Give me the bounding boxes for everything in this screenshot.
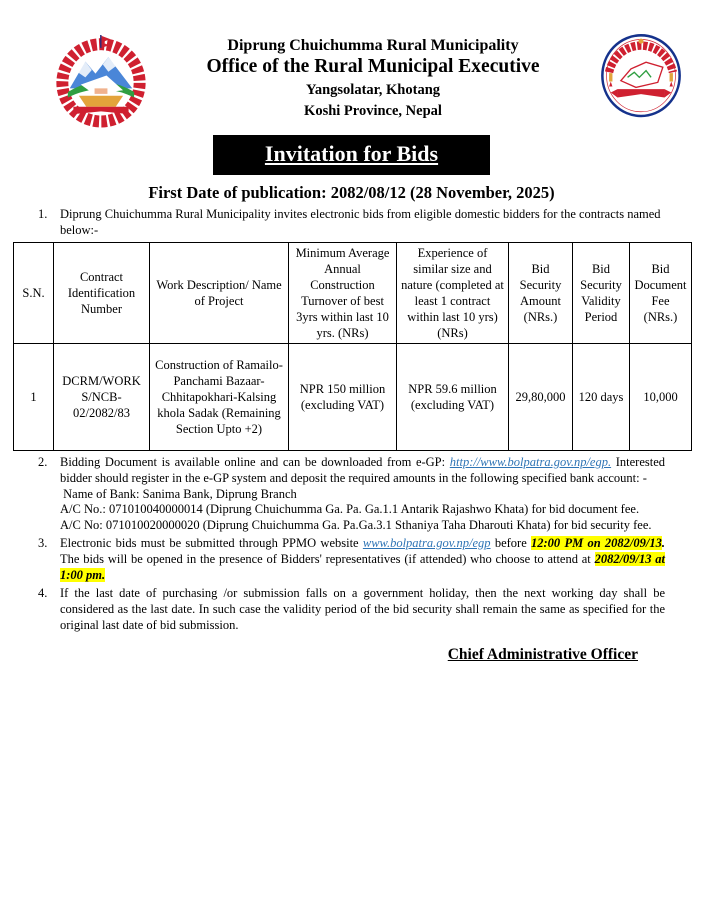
col-header-work-description: Work Description/ Name of Project — [149, 241, 289, 344]
account-line-2: A/C No: 071010020000020 (Diprung Chuichu… — [60, 518, 652, 533]
cell-validity-period: 120 days — [572, 342, 630, 451]
item-number: 1. — [38, 207, 48, 221]
cell-document-fee: 10,000 — [629, 342, 692, 451]
header-text-block: Diprung Chuichumma Rural Municipality Of… — [147, 33, 599, 122]
notice-item-4: 4. If the last date of purchasing /or su… — [38, 586, 665, 634]
col-header-sn: S.N. — [13, 241, 54, 344]
cell-contract-id: DCRM/WORK S/NCB- 02/2082/83 — [53, 342, 150, 451]
bids-table: S.N. Contract Identification Number Work… — [13, 241, 692, 451]
egp-download-link[interactable]: http://www.bolpatra.gov.np/egp. — [449, 454, 612, 469]
municipality-seal-icon — [599, 33, 683, 125]
invitation-title-banner: Invitation for Bids — [213, 135, 490, 175]
col-header-bid-security-amount: Bid Security Amount (NRs.) — [508, 241, 573, 344]
signatory-title: Chief Administrative Officer — [447, 646, 638, 664]
table-header-row: S.N. Contract Identification Number Work… — [13, 241, 692, 344]
notice-list-continued: 2. Bidding Document is available online … — [38, 455, 666, 634]
item-3-between: The bids will be opened in the presence … — [60, 552, 595, 566]
document-header: Diprung Chuichumma Rural Municipality Of… — [0, 0, 703, 129]
cell-sn: 1 — [13, 342, 54, 451]
publication-date-line: First Date of publication: 2082/08/12 (2… — [148, 183, 555, 202]
cell-turnover: NPR 150 million (excluding VAT) — [288, 342, 397, 451]
office-address: Yangsolatar, Khotang — [305, 81, 441, 98]
col-header-validity-period: Bid Security Validity Period — [572, 241, 630, 344]
deadline-period: . — [661, 536, 666, 551]
col-header-document-fee: Bid Document Fee (NRs.) — [629, 241, 692, 344]
item-number: 2. — [38, 454, 48, 469]
notice-item-2: 2. Bidding Document is available online … — [38, 455, 665, 534]
submission-deadline-highlight: 12:00 PM on 2082/09/13 — [531, 536, 662, 551]
item-2-after-link: Interested bidder should register in the… — [60, 454, 666, 485]
notice-item-3: 3. Electronic bids must be submitted thr… — [38, 536, 666, 584]
municipality-name: Diprung Chuichumma Rural Municipality — [227, 37, 519, 54]
ppmo-website-link[interactable]: www.bolpatra.gov.np/egp — [362, 536, 491, 551]
notice-item-1: 1. Diprung Chuichumma Rural Municipality… — [38, 207, 665, 239]
bank-name-line: Name of Bank: Sanima Bank, Diprung Branc… — [60, 486, 297, 501]
cell-experience: NPR 59.6 million (excluding VAT) — [396, 342, 509, 451]
col-header-turnover: Minimum Average Annual Construction Turn… — [288, 241, 397, 344]
signature-block: Chief Administrative Officer — [0, 646, 703, 664]
cell-bid-security-amount: 29,80,000 — [508, 342, 573, 451]
cell-work-description: Construction of Ramailo-Panchami Bazaar-… — [149, 342, 289, 451]
item-2-lead-paragraph: Bidding Document is available online and… — [60, 455, 665, 487]
nepal-government-emblem-icon — [55, 33, 147, 129]
item-number: 3. — [38, 536, 48, 551]
item-3-before-deadline: before — [490, 536, 532, 551]
invitation-title: Invitation for Bids — [264, 141, 439, 166]
table-data-row: 1 DCRM/WORK S/NCB- 02/2082/83 Constructi… — [13, 342, 692, 451]
item-4-text: If the last date of purchasing /or submi… — [60, 585, 665, 632]
item-1-text: Diprung Chuichumma Rural Municipality in… — [60, 207, 661, 237]
office-name: Office of the Rural Municipal Executive — [206, 56, 540, 78]
item-3-lead: Electronic bids must be submitted throug… — [60, 536, 363, 551]
col-header-contract-id: Contract Identification Number — [53, 241, 150, 344]
item-3-text: Electronic bids must be submitted throug… — [60, 536, 666, 584]
item-number: 4. — [38, 585, 48, 600]
col-header-experience: Experience of similar size and nature (c… — [396, 241, 509, 344]
office-province: Koshi Province, Nepal — [304, 102, 442, 119]
account-line-1: A/C No.: 071010040000014 (Diprung Chuich… — [60, 502, 640, 517]
notice-list: 1. Diprung Chuichumma Rural Municipality… — [38, 207, 665, 239]
item-2-lead: Bidding Document is available online and… — [60, 454, 450, 469]
